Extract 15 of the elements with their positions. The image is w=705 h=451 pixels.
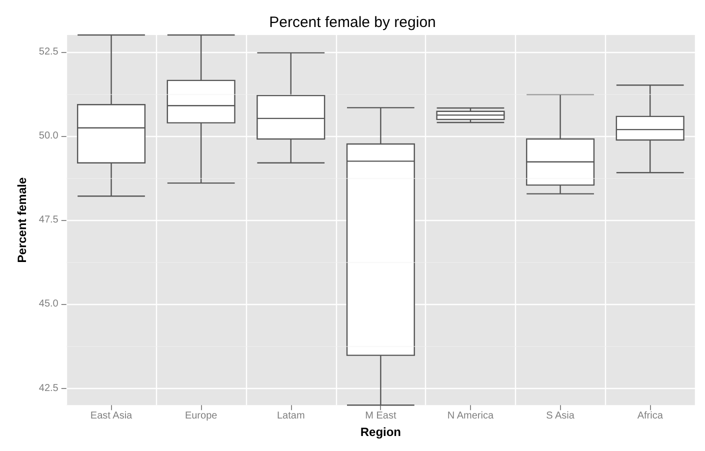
y-tick-label: 42.5 [38, 382, 59, 394]
y-tick-label: 47.5 [38, 214, 59, 226]
x-tick-label: S Asia [546, 410, 575, 422]
x-tick-label: Africa [637, 410, 664, 422]
x-axis-title: Region [360, 425, 402, 439]
y-tick-label: 45.0 [38, 298, 59, 310]
x-tick-label: Latam [276, 410, 305, 422]
y-axis-title: Percent female [15, 177, 29, 263]
x-tick-label: East Asia [90, 410, 133, 422]
y-tick-label: 50.0 [38, 130, 59, 142]
chart-title: Percent female by region [269, 14, 436, 31]
x-tick-label: N America [447, 410, 494, 422]
x-tick-label: Europe [184, 410, 218, 422]
y-tick-label: 52.5 [38, 46, 59, 58]
x-tick-label: M East [365, 410, 396, 422]
